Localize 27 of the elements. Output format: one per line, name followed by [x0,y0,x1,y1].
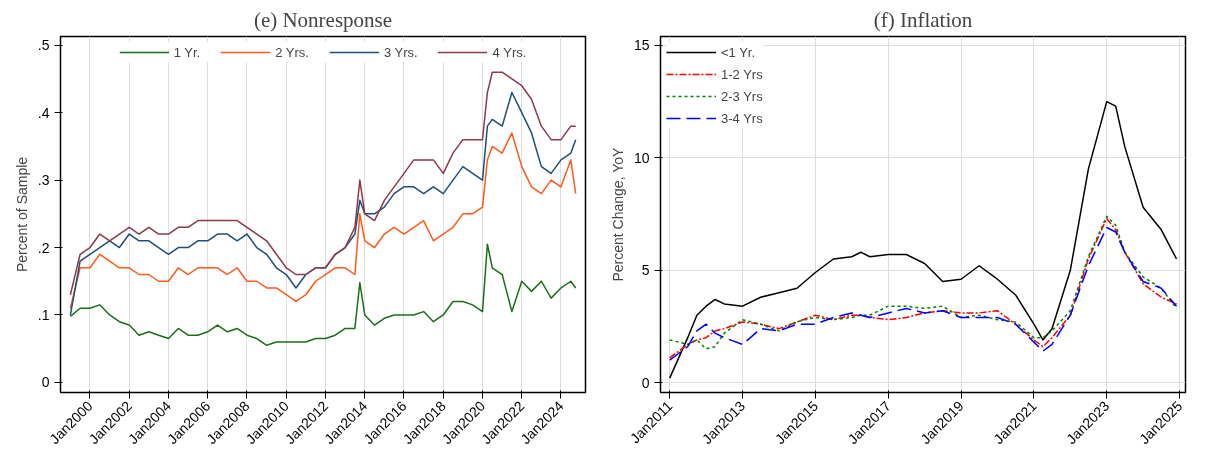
y-tick-label: 5 [641,262,650,279]
line-series [69,91,577,316]
legend-label: 4 Yrs. [492,44,527,60]
line-series [668,100,1178,379]
legend-label: <1 Yr. [721,44,756,60]
chart-title: (e) Nonresponse [253,7,393,32]
y-tick-label: .5 [37,37,50,54]
y-tick-label: .1 [37,306,50,323]
y-axis-title: Percent of Sample [13,156,30,273]
line-series [69,243,577,347]
chart-title: (f) Inflation [873,7,973,32]
y-tick-label: 10 [633,149,650,166]
y-tick-label: .2 [37,239,50,256]
y-tick-label: .4 [37,104,50,121]
legend-label: 3 Yrs. [383,44,418,60]
y-tick-label: 15 [633,37,650,54]
legend-label: 2 Yrs. [275,44,309,60]
y-axis-title: Percent Change, YoY [609,147,626,282]
y-tick-label: 0 [641,374,650,391]
line-series [69,71,577,296]
legend-label: 1 Yr. [173,44,201,60]
y-tick-label: 0 [41,374,50,391]
legend-label: 1-2 Yrs [721,66,763,82]
legend-label: 3-4 Yrs [721,110,763,126]
legend-label: 2-3 Yrs [721,88,763,104]
y-tick-label: .3 [37,172,50,189]
line-series [69,132,577,309]
